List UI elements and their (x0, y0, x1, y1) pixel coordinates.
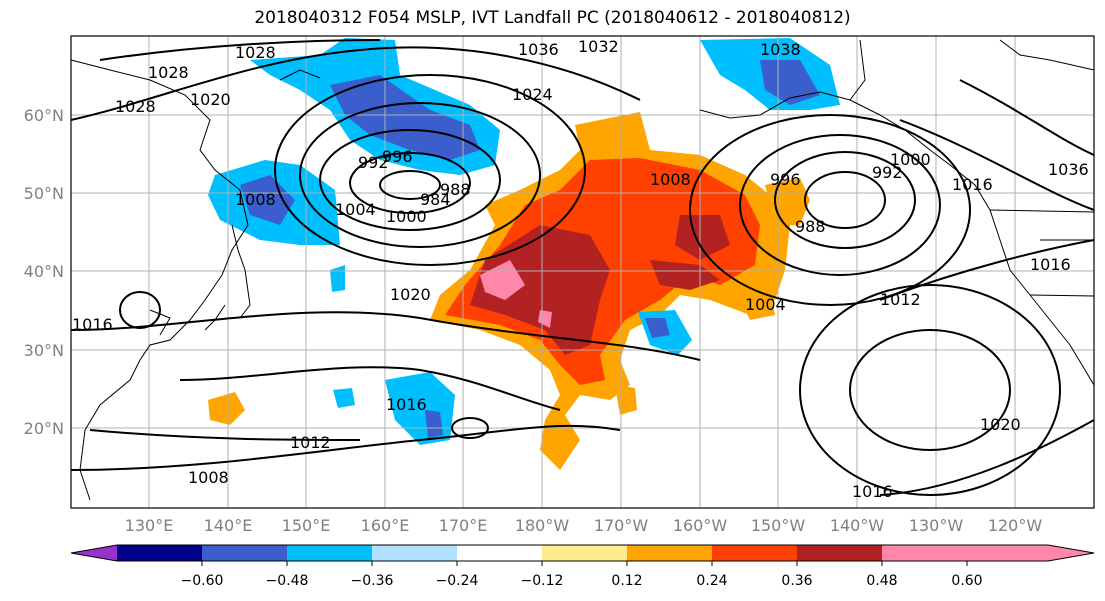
isobar-label: 1028 (148, 63, 189, 82)
lon-label: 140°E (204, 516, 253, 535)
isobar-label: 1032 (578, 37, 619, 56)
isobar-label: 1008 (188, 468, 229, 487)
lat-label: 40°N (24, 262, 64, 281)
colorbar-segment (372, 545, 458, 561)
isobar-label: 1008 (650, 170, 691, 189)
longitude-labels: 130°E 140°E 150°E 160°E 170°E 180°W 170°… (125, 516, 1043, 535)
isobar-label: 1016 (72, 315, 113, 334)
colorbar-tick-label: 0.24 (696, 573, 727, 589)
colorbar-tick-label: −0.60 (181, 573, 224, 589)
colorbar-tick-label: 0.36 (781, 573, 812, 589)
isobars (70, 39, 1095, 496)
colorbar-tick-label: −0.24 (436, 573, 479, 589)
map-title: 2018040312 F054 MSLP, IVT Landfall PC (2… (254, 8, 851, 28)
isobar-label: 1004 (745, 295, 786, 314)
lon-label: 160°E (361, 516, 410, 535)
isobar-label: 1028 (115, 97, 156, 116)
lon-label: 130°E (125, 516, 174, 535)
isobar-label: 1024 (512, 85, 553, 104)
colorbar-tick-label: −0.12 (521, 573, 564, 589)
isobar-label: 1016 (852, 482, 893, 501)
isobar-label: 1012 (290, 433, 331, 452)
lon-label: 150°E (282, 516, 331, 535)
isobar-label: 1020 (190, 90, 231, 109)
lon-label: 150°W (751, 516, 806, 535)
lat-label: 60°N (24, 106, 64, 125)
colorbar-tick-label: −0.48 (266, 573, 309, 589)
latitude-labels: 60°N 50°N 40°N 30°N 20°N (24, 106, 64, 438)
colorbar: −0.60 −0.48 −0.36 −0.24 −0.12 0.12 0.24 … (70, 544, 1095, 589)
coastlines (70, 39, 1095, 501)
isobar-label: 992 (358, 153, 389, 172)
lon-label: 160°W (673, 516, 728, 535)
lon-label: 140°W (830, 516, 885, 535)
lon-label: 180°W (515, 516, 570, 535)
isobar-label: 1016 (1030, 255, 1071, 274)
colorbar-segment (542, 545, 628, 561)
isobar-label: 1036 (1048, 160, 1089, 179)
isobar-label: 984 (420, 190, 451, 209)
lon-label: 170°W (594, 516, 649, 535)
colorbar-tick-label: 0.60 (951, 573, 982, 589)
map-panel: 1028 1028 1020 1028 1036 1032 1024 1038 … (70, 35, 1095, 509)
colorbar-segment (202, 545, 288, 561)
colorbar-segment (712, 545, 798, 561)
colorbar-segment (287, 545, 373, 561)
colorbar-segment (627, 545, 713, 561)
lon-label: 170°E (439, 516, 488, 535)
isobar-label: 1016 (386, 395, 427, 414)
isobar-label: 988 (795, 217, 826, 236)
colorbar-segment (797, 545, 883, 561)
isobar-label: 1036 (518, 40, 559, 59)
isobar-label: 992 (872, 163, 903, 182)
isobar-label: 1000 (890, 150, 931, 169)
lat-label: 30°N (24, 341, 64, 360)
graticule (71, 36, 1094, 508)
isobar-label: 1020 (980, 415, 1021, 434)
map-frame (70, 35, 1095, 509)
colorbar-tick-label: 0.48 (866, 573, 897, 589)
isobar-label: 1008 (235, 190, 276, 209)
isobar-label: 988 (440, 180, 471, 199)
colorbar-tick-label: 0.12 (611, 573, 642, 589)
isobar-label: 1004 (335, 200, 376, 219)
isobar-label: 1000 (386, 207, 427, 226)
isobar-label: 1028 (235, 43, 276, 62)
isobar-label: 1012 (880, 290, 921, 309)
isobar-label: 1020 (390, 285, 431, 304)
colorbar-segment (117, 545, 203, 561)
colorbar-extend-left (71, 545, 117, 561)
colorbar-segment (882, 545, 968, 561)
lon-label: 130°W (909, 516, 964, 535)
colorbar-segment (457, 545, 543, 561)
negative-ivt-shading (208, 38, 840, 445)
isobar-label: 1016 (952, 175, 993, 194)
colorbar-tick-label: −0.36 (351, 573, 394, 589)
lat-label: 20°N (24, 419, 64, 438)
lon-label: 120°W (988, 516, 1043, 535)
isobar-label: 996 (770, 170, 801, 189)
isobar-label: 1038 (760, 40, 801, 59)
isobar-labels: 1028 1028 1020 1028 1036 1032 1024 1038 … (72, 37, 1089, 501)
isobar-label: 996 (382, 147, 413, 166)
lat-label: 50°N (24, 184, 64, 203)
